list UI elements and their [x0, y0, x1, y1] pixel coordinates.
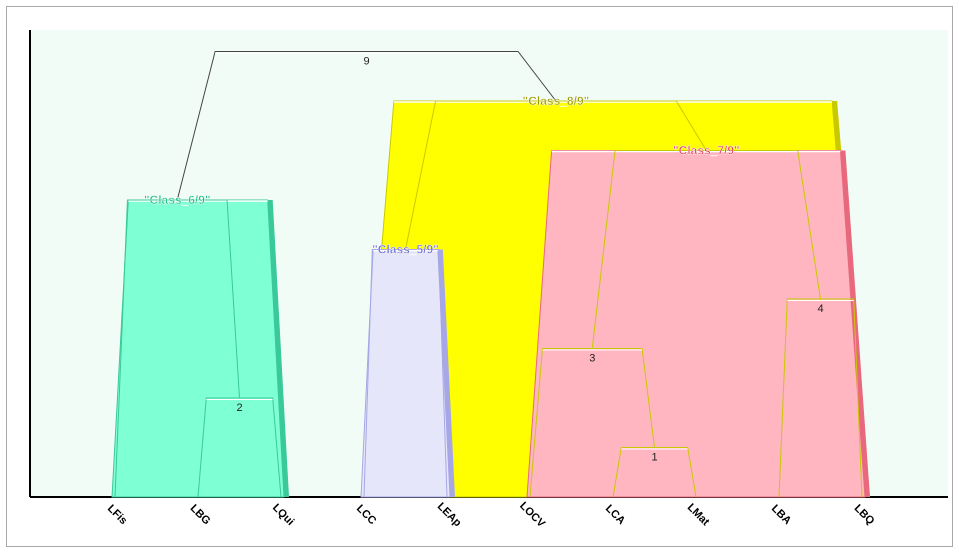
class-label-5: "Class_5/9" — [372, 243, 439, 257]
class-label-8: "Class_8/9" — [523, 94, 590, 108]
class-label-6: "Class_6/9" — [144, 193, 211, 207]
node-label-4: 4 — [817, 303, 823, 315]
class-region-6 — [111, 199, 289, 498]
x-tick-label: LOCV — [517, 500, 548, 531]
x-tick-label: LBG — [188, 502, 213, 527]
x-tick-label: LFis — [105, 503, 129, 527]
class-fill — [111, 199, 285, 498]
class-fill — [526, 150, 866, 498]
node-link-path — [176, 51, 557, 201]
node-label-9: 9 — [364, 56, 370, 68]
node-label-2: 2 — [236, 402, 242, 414]
x-tick-label: LBA — [769, 503, 794, 528]
class-region-5 — [360, 249, 455, 498]
x-tick-label: LCA — [603, 503, 628, 528]
node-label-1: 1 — [651, 452, 657, 464]
class-region-7 — [526, 150, 870, 498]
x-tick-label: LBQ — [852, 502, 877, 527]
class-fill — [360, 249, 451, 498]
x-tick-label: LQui — [270, 502, 296, 528]
x-tick-label: LEAp — [435, 500, 464, 529]
node-link-9 — [176, 51, 557, 201]
class-label-7: "Class_7/9" — [673, 144, 740, 158]
x-tick-label: LMat — [685, 502, 712, 529]
x-tick-label: LCC — [354, 503, 379, 528]
node-label-3: 3 — [589, 353, 595, 365]
